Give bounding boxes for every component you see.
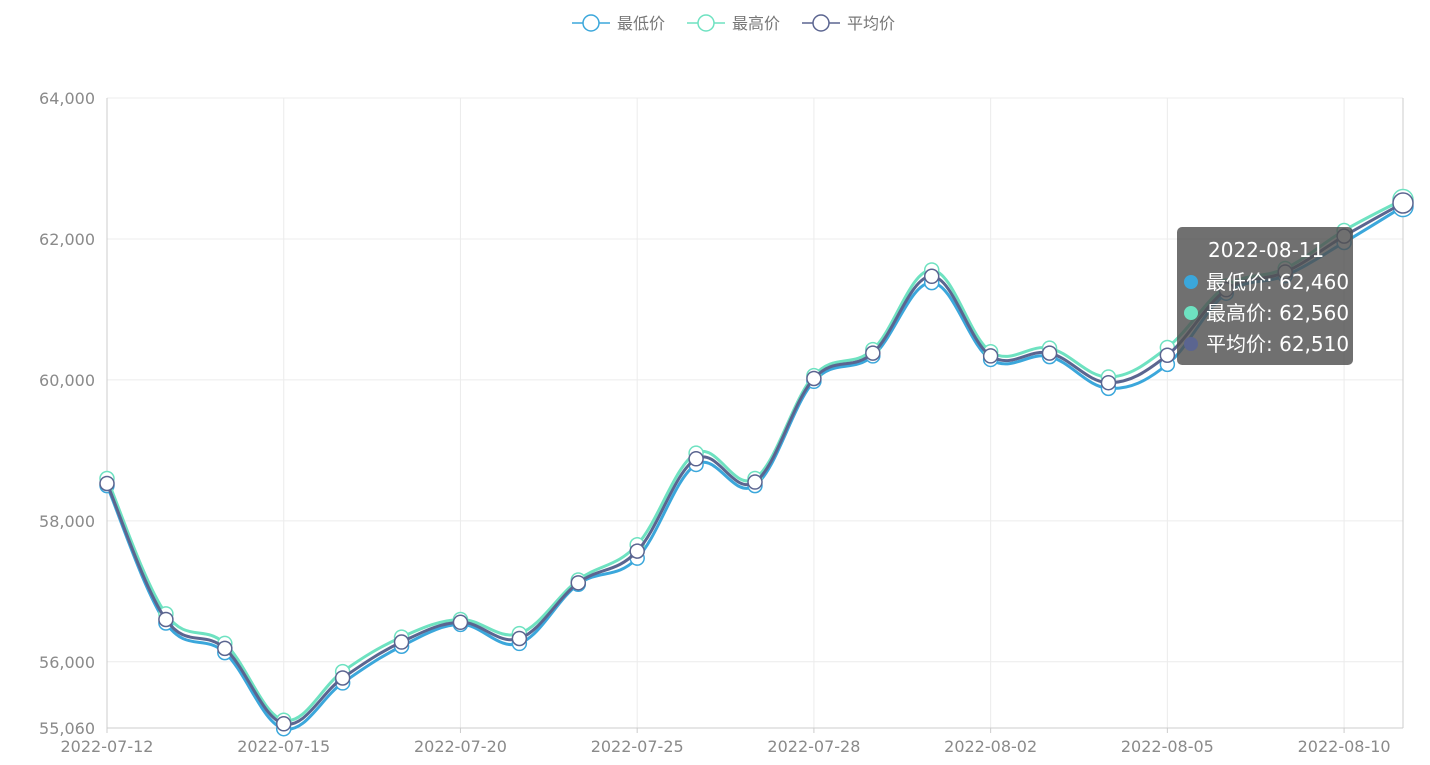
legend-label: 最低价 bbox=[617, 14, 665, 33]
tooltip-date: 2022-08-11 bbox=[1208, 238, 1324, 262]
y-tick-label: 60,000 bbox=[39, 371, 95, 390]
legend-label: 平均价 bbox=[847, 14, 895, 33]
x-tick-label: 2022-08-05 bbox=[1121, 737, 1214, 756]
data-point bbox=[158, 611, 174, 628]
y-tick-label: 55,060 bbox=[39, 719, 95, 738]
legend-item-0[interactable]: 最低价 bbox=[572, 14, 665, 33]
data-point bbox=[217, 640, 233, 657]
data-point bbox=[923, 268, 940, 285]
data-point bbox=[1041, 345, 1058, 361]
tooltip-row: 最高价: 62,560 bbox=[1206, 301, 1349, 325]
data-point bbox=[570, 575, 587, 591]
data-point bbox=[1100, 374, 1117, 391]
tooltip-dot bbox=[1184, 275, 1198, 289]
x-tick-label: 2022-07-20 bbox=[414, 737, 507, 756]
data-point bbox=[629, 543, 645, 559]
tooltip-row: 最低价: 62,460 bbox=[1206, 270, 1349, 294]
tooltip-box bbox=[1177, 227, 1353, 365]
x-tick-label: 2022-08-10 bbox=[1298, 737, 1391, 756]
legend-label: 最高价 bbox=[732, 14, 780, 33]
legend-marker bbox=[697, 14, 715, 32]
legend-marker bbox=[812, 14, 830, 32]
x-tick-label: 2022-07-12 bbox=[61, 737, 154, 756]
tooltip-row: 平均价: 62,510 bbox=[1206, 332, 1349, 356]
y-tick-label: 62,000 bbox=[39, 230, 95, 249]
data-point bbox=[865, 345, 881, 361]
legend-item-2[interactable]: 平均价 bbox=[802, 14, 895, 33]
chart-axes: 55,060 56,000 58,000 60,000 62,000 64,000 2022… bbox=[39, 89, 1404, 756]
legend-item-1[interactable]: 最高价 bbox=[687, 14, 780, 33]
data-point bbox=[747, 474, 763, 490]
chart-legend[interactable]: 最低价 最高价 平均价 bbox=[572, 14, 895, 33]
x-tick-label: 2022-08-02 bbox=[944, 737, 1037, 756]
tooltip-dot bbox=[1184, 337, 1198, 351]
y-tick-label: 58,000 bbox=[39, 512, 95, 531]
data-point bbox=[275, 716, 292, 732]
y-tick-label: 64,000 bbox=[39, 89, 95, 108]
data-point bbox=[511, 630, 528, 647]
data-point bbox=[99, 475, 115, 492]
x-tick-label: 2022-07-15 bbox=[237, 737, 330, 756]
chart-series bbox=[99, 188, 1414, 737]
x-tick-label: 2022-07-28 bbox=[767, 737, 860, 756]
tooltip-dot bbox=[1184, 306, 1198, 320]
series-2 bbox=[99, 192, 1414, 732]
data-point bbox=[393, 634, 410, 650]
data-point bbox=[1159, 347, 1176, 363]
chart-grid bbox=[106, 97, 1403, 729]
data-point bbox=[452, 614, 469, 631]
data-point bbox=[806, 370, 822, 387]
legend-marker bbox=[582, 14, 600, 32]
chart-tooltip: 2022-08-11 最低价: 62,460 最高价: 62,560 平均价: 62,… bbox=[1177, 227, 1353, 365]
data-point bbox=[334, 670, 351, 686]
x-tick-label: 2022-07-25 bbox=[591, 737, 684, 756]
data-point bbox=[982, 348, 999, 364]
data-point bbox=[688, 451, 704, 467]
data-point bbox=[1392, 192, 1414, 214]
y-tick-label: 56,000 bbox=[39, 653, 95, 672]
